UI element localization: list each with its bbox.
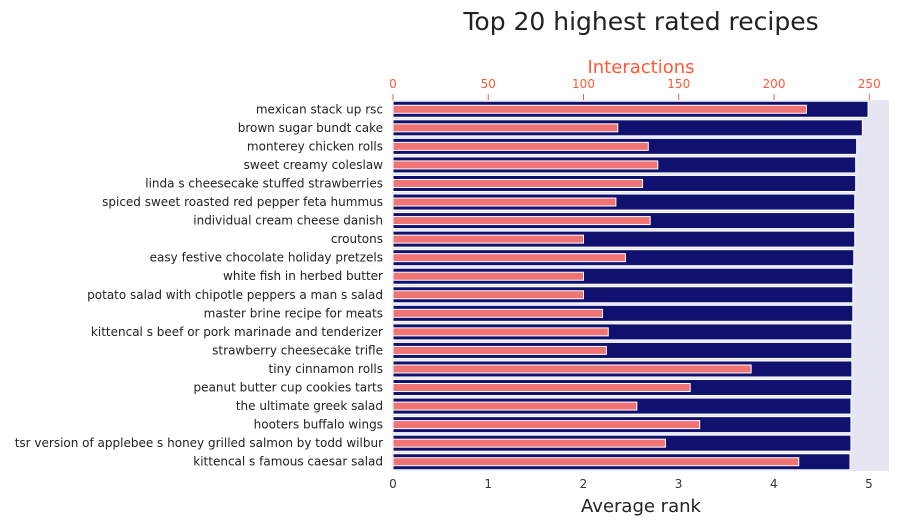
category-label: tiny cinnamon rolls: [269, 362, 383, 376]
x-tick-label: 4: [770, 477, 778, 491]
category-label: kittencal s beef or pork marinade and te…: [91, 325, 383, 339]
interactions-bar: [392, 364, 752, 374]
category-label: the ultimate greek salad: [236, 399, 383, 413]
interactions-bar: [392, 178, 644, 188]
interactions-bar: [392, 345, 607, 355]
x-tick-label: 1: [484, 477, 492, 491]
top-axis-label: Interactions: [587, 57, 694, 78]
category-label: mexican stack up rsc: [256, 102, 383, 116]
interactions-bar: [392, 327, 609, 337]
category-label: white fish in herbed butter: [223, 269, 383, 283]
category-label: easy festive chocolate holiday pretzels: [150, 251, 383, 265]
interactions-bar: [392, 141, 649, 151]
category-label: individual cream cheese danish: [193, 214, 383, 228]
category-label: brown sugar bundt cake: [238, 121, 383, 135]
plot-area: mexican stack up rsc brown sugar bundt ca…: [15, 77, 889, 491]
category-label: master brine recipe for meats: [204, 306, 383, 320]
top-tick-label: 0: [389, 77, 397, 91]
top-tick-label: 250: [858, 77, 881, 91]
category-label: kittencal s famous caesar salad: [193, 455, 383, 469]
x-tick-label: 5: [865, 477, 873, 491]
top-tick-label: 200: [763, 77, 786, 91]
category-label: croutons: [331, 232, 383, 246]
category-label: linda s cheesecake stuffed strawberries: [145, 176, 383, 190]
top-tick-label: 100: [572, 77, 595, 91]
plot-background: [392, 100, 889, 471]
category-label: spiced sweet roasted red pepper feta hum…: [102, 195, 383, 209]
interactions-bar: [392, 271, 584, 281]
interactions-bar: [392, 234, 584, 244]
interactions-bar: [392, 253, 626, 263]
interactions-bar: [392, 457, 800, 467]
category-label: sweet creamy coleslaw: [244, 158, 384, 172]
interactions-bar: [392, 160, 659, 170]
interactions-bar: [392, 420, 701, 430]
x-tick-label: 3: [675, 477, 683, 491]
category-label: strawberry cheesecake trifle: [212, 343, 383, 357]
top-tick-label: 50: [481, 77, 496, 91]
chart-title: Top 20 highest rated recipes: [462, 7, 818, 36]
interactions-bar: [392, 123, 619, 133]
x-tick-label: 0: [389, 477, 397, 491]
category-label: tsr version of applebee s honey grilled …: [15, 436, 383, 450]
x-tick-label: 2: [580, 477, 588, 491]
interactions-bar: [392, 401, 638, 411]
category-label: potato salad with chipotle peppers a man…: [87, 288, 383, 302]
top-tick-label: 150: [667, 77, 690, 91]
interactions-bar: [392, 438, 666, 448]
interactions-bar: [392, 216, 651, 226]
bottom-axis-label: Average rank: [581, 496, 701, 517]
category-label: peanut butter cup cookies tarts: [194, 381, 383, 395]
interactions-bar: [392, 308, 604, 318]
category-label: hooters buffalo wings: [254, 418, 383, 432]
interactions-bar: [392, 383, 691, 393]
interactions-bar: [392, 197, 617, 207]
interactions-bar: [392, 104, 807, 114]
interactions-bar: [392, 290, 584, 300]
category-label: monterey chicken rolls: [247, 139, 383, 153]
